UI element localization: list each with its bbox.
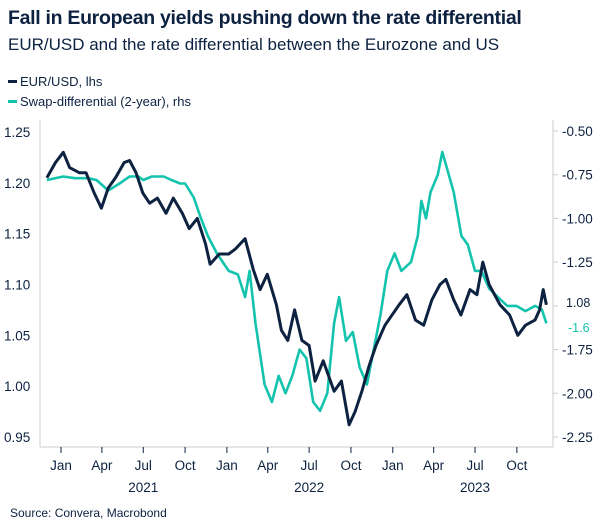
x-tick-label: Jul bbox=[301, 458, 318, 473]
right-tick-label: -1.00 bbox=[562, 211, 593, 226]
right-tick-label: -1.75 bbox=[562, 343, 593, 358]
right-tick-label: -0.75 bbox=[562, 168, 593, 183]
right-tick-label: -0.50 bbox=[562, 124, 593, 139]
legend-item-eurusd: EUR/USD, lhs bbox=[8, 74, 102, 89]
x-tick-label: Jul bbox=[466, 458, 483, 473]
left-tick-label: 0.95 bbox=[4, 430, 30, 445]
legend-item-swap: Swap-differential (2-year), rhs bbox=[8, 94, 191, 109]
left-tick-label: 1.15 bbox=[4, 227, 30, 242]
x-tick-label: Oct bbox=[340, 458, 361, 473]
x-tick-label: Oct bbox=[175, 458, 196, 473]
x-tick-label: Apr bbox=[91, 458, 113, 473]
chart-subtitle: EUR/USD and the rate differential betwee… bbox=[8, 35, 500, 54]
swap-differential-line bbox=[46, 150, 548, 413]
left-tick-label: 1.00 bbox=[4, 379, 30, 394]
x-year-label: 2022 bbox=[294, 480, 324, 495]
left-tick-label: 1.25 bbox=[4, 125, 30, 140]
chart-title: Fall in European yields pushing down the… bbox=[8, 7, 522, 29]
legend-swatch-eurusd bbox=[8, 80, 17, 83]
x-tick-label: Jan bbox=[50, 458, 72, 473]
legend-label-eurusd: EUR/USD, lhs bbox=[20, 74, 103, 89]
x-tick-label: Jan bbox=[382, 458, 404, 473]
legend-label-swap: Swap-differential (2-year), rhs bbox=[20, 94, 191, 109]
eurusd-line bbox=[45, 150, 548, 427]
left-tick-label: 1.10 bbox=[4, 278, 30, 293]
x-tick-label: Jul bbox=[135, 458, 152, 473]
right-tick-label: -2.25 bbox=[562, 430, 593, 445]
right-tick-label: -2.00 bbox=[562, 386, 593, 401]
x-year-label: 2023 bbox=[460, 480, 490, 495]
left-tick-label: 1.20 bbox=[4, 176, 30, 191]
swap-last-value-label: -1.6 bbox=[568, 321, 590, 335]
right-tick-label: -1.25 bbox=[562, 255, 593, 270]
legend-swatch-swap bbox=[8, 100, 17, 103]
x-tick-label: Oct bbox=[506, 458, 527, 473]
x-tick-label: Apr bbox=[423, 458, 445, 473]
left-tick-label: 1.05 bbox=[4, 328, 30, 343]
x-tick-label: Apr bbox=[257, 458, 279, 473]
source-note: Source: Convera, Macrobond bbox=[10, 506, 167, 520]
x-tick-label: Jan bbox=[216, 458, 238, 473]
eurusd-last-value-label: 1.08 bbox=[566, 296, 590, 310]
x-year-label: 2021 bbox=[128, 480, 158, 495]
